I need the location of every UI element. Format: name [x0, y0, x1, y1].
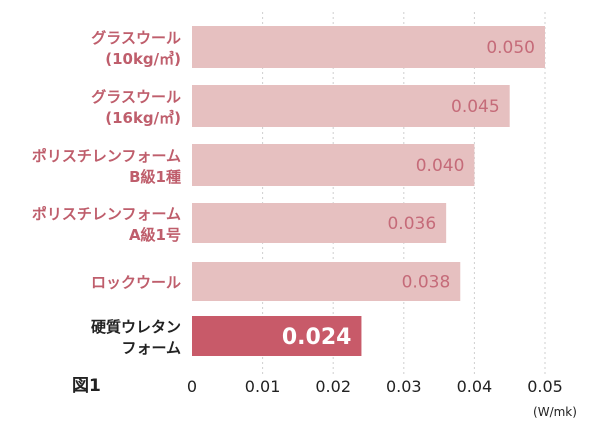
bar-value-label: 0.024: [282, 325, 352, 350]
bar-value-label: 0.038: [402, 273, 451, 293]
bar-value-label: 0.045: [451, 97, 500, 117]
category-label: B級1種: [129, 168, 181, 186]
x-tick-label: 0.04: [457, 377, 493, 396]
bar: [192, 26, 545, 68]
x-tick-label: 0: [187, 377, 197, 396]
category-label: A級1号: [129, 226, 181, 244]
category-label: ポリスチレンフォーム: [32, 147, 181, 165]
bar: [192, 262, 461, 301]
category-label: 硬質ウレタン: [91, 318, 181, 336]
bar-value-label: 0.050: [486, 38, 535, 58]
category-label: (16kg/㎥): [105, 109, 181, 127]
x-tick-label: 0.01: [245, 377, 281, 396]
grid-layer: [262, 12, 546, 376]
category-label: ポリスチレンフォーム: [32, 205, 181, 223]
category-label: (10kg/㎥): [105, 50, 181, 68]
bar: [192, 144, 475, 186]
bar-value-label: 0.036: [387, 214, 436, 234]
x-tick-label: 0.02: [315, 377, 351, 396]
bar: [192, 85, 510, 127]
category-labels-layer: グラスウール (10kg/㎥) グラスウール (16kg/㎥) ポリスチレンフォーム B級…: [32, 29, 181, 357]
x-axis-unit-label: (W/mk): [533, 405, 577, 419]
bar: [192, 316, 362, 356]
category-label: フォーム: [121, 339, 181, 357]
bar: [192, 203, 447, 243]
bars-layer: 0.050 0.045 0.040 0.036 0.038 0.024: [192, 26, 545, 356]
category-label: グラスウール: [91, 29, 181, 47]
x-tick-label: 0.03: [386, 377, 422, 396]
category-label: ロックウール: [91, 274, 181, 292]
category-label: グラスウール: [91, 88, 181, 106]
x-axis-ticks-layer: 0 0.01 0.02 0.03 0.04 0.05: [187, 377, 563, 396]
figure-label: 図1: [72, 376, 101, 396]
x-tick-label: 0.05: [527, 377, 563, 396]
bar-value-label: 0.040: [416, 156, 465, 176]
